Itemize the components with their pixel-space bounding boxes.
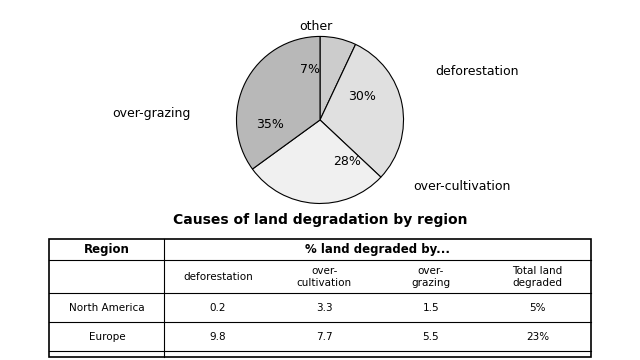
Text: over-
grazing: over- grazing	[412, 266, 451, 288]
Text: 7.7: 7.7	[316, 332, 333, 342]
Text: 28%: 28%	[333, 155, 362, 168]
Text: 3.3: 3.3	[316, 303, 333, 313]
Text: over-grazing: over-grazing	[112, 107, 191, 120]
Text: Total land
degraded: Total land degraded	[512, 266, 563, 288]
Text: deforestation: deforestation	[435, 65, 519, 78]
Text: over-cultivation: over-cultivation	[413, 180, 511, 193]
Text: 5%: 5%	[529, 303, 546, 313]
Text: 9.8: 9.8	[209, 332, 226, 342]
Text: Europe: Europe	[88, 332, 125, 342]
Text: 1.5: 1.5	[422, 303, 439, 313]
Wedge shape	[320, 36, 356, 120]
Text: 0.2: 0.2	[209, 303, 226, 313]
Wedge shape	[237, 36, 320, 169]
Text: Causes of land degradation by region: Causes of land degradation by region	[173, 213, 467, 227]
Text: % land degraded by...: % land degraded by...	[305, 243, 450, 256]
Wedge shape	[320, 44, 403, 177]
Text: other: other	[299, 20, 332, 33]
Text: over-
cultivation: over- cultivation	[297, 266, 352, 288]
Text: 35%: 35%	[256, 118, 284, 131]
Text: deforestation: deforestation	[183, 272, 253, 282]
Bar	[49, 239, 591, 357]
Text: 23%: 23%	[526, 332, 549, 342]
Text: Region: Region	[84, 243, 130, 256]
Wedge shape	[252, 120, 381, 203]
Text: 5.5: 5.5	[422, 332, 439, 342]
Text: North America: North America	[69, 303, 145, 313]
Text: 30%: 30%	[348, 90, 376, 103]
Text: 7%: 7%	[300, 63, 320, 76]
